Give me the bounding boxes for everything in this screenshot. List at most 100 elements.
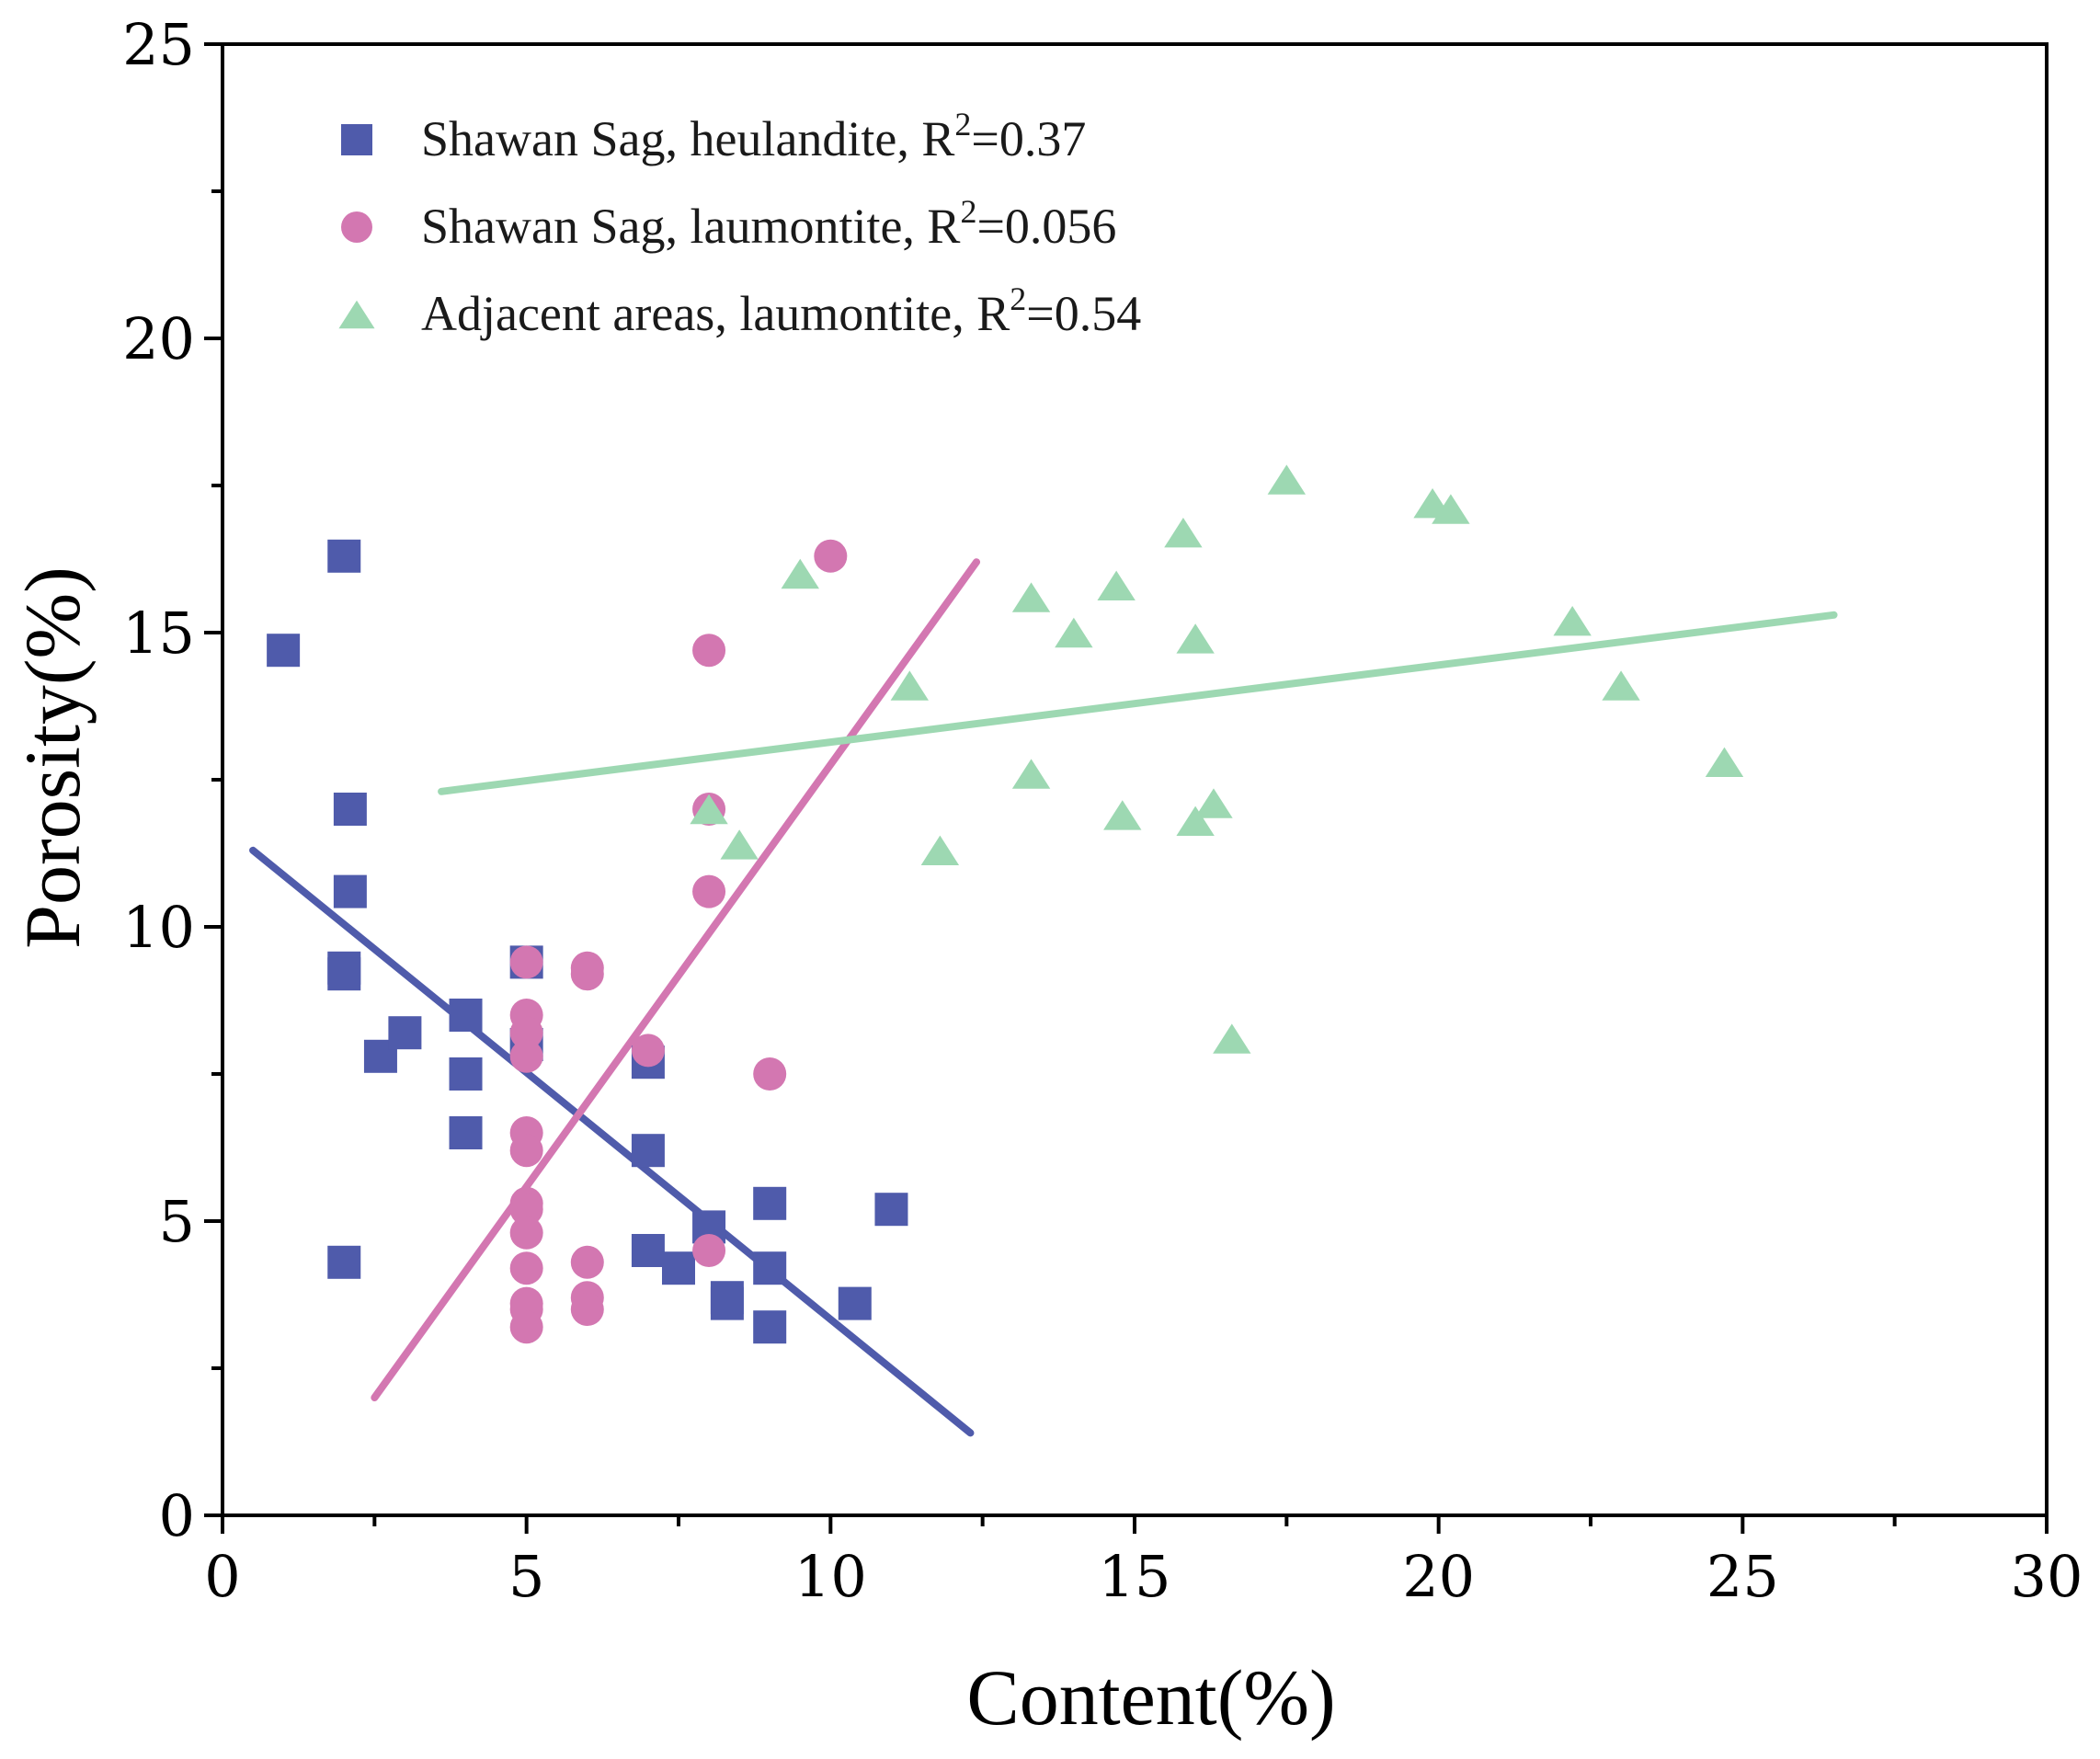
data-point-square [631,1234,665,1267]
x-tick-label: 25 [1706,1543,1779,1610]
y-tick-label: 5 [159,1188,195,1255]
data-point-triangle [1432,494,1470,524]
x-tick-label: 20 [1402,1543,1475,1610]
data-point-square [753,1186,787,1220]
trendline [249,846,975,1437]
data-point-circle [570,1245,604,1279]
legend-marker [341,211,372,243]
plot-frame [221,42,2049,1517]
data-point-circle [509,1039,543,1073]
y-tick-label: 10 [122,894,195,961]
legend-series-name: Shawan Sag [421,199,665,254]
legend-superscript: 2 [954,106,971,143]
data-point-circle [570,1293,604,1326]
data-point-square [753,1310,787,1344]
legend-label: Adjacent areas, laumontite, R2=0.54 [421,280,1141,341]
legend-marker [341,124,372,155]
legend-mineral: , heulandite, R [665,111,954,166]
y-axis-title: Porosity(%) [8,566,97,949]
data-point-circle [509,1251,543,1285]
data-point-circle [509,945,543,979]
data-point-square [267,634,301,668]
legend-superscript: 2 [1010,280,1026,317]
data-point-triangle [781,558,819,589]
data-point-square [874,1193,908,1227]
data-point-square [327,957,361,991]
data-point-circle [692,874,726,908]
data-point-square [449,1116,483,1149]
data-point-circle [509,1216,543,1250]
axis-ticks [204,42,2049,1534]
legend-mineral: , laumontite, R [714,286,1010,341]
data-point-triangle [1705,747,1744,777]
y-tick-label: 15 [122,600,195,667]
data-point-triangle [1103,800,1142,830]
legend-marker [338,300,375,329]
y-tick-label: 25 [122,11,195,78]
data-point-circle [631,1034,665,1068]
x-axis-title: Content(%) [966,1653,1335,1742]
data-point-circle [509,1134,543,1168]
data-point-square [662,1251,695,1285]
x-tick-label: 10 [794,1543,867,1610]
data-point-triangle [1011,759,1051,789]
data-point-triangle [1194,788,1233,818]
data-point-square [631,1134,665,1168]
data-point-triangle [1055,617,1093,648]
data-point-square [753,1251,787,1285]
axis-tick-labels: 0 5 10 15 20 25 30 0 5 10 15 20 25 [122,11,2083,1610]
data-point-circle [509,1016,543,1050]
data-point-circle [509,1193,543,1227]
data-point-square [327,1245,361,1279]
legend-r2-value: =0.056 [976,199,1116,254]
data-point-circle [509,1310,543,1344]
y-tick-label: 20 [122,305,195,372]
data-point-square [710,1286,744,1320]
legend-label: Shawan Sag, laumontite, R2=0.056 [421,193,1116,254]
data-point-triangle [890,670,930,701]
x-tick-label: 0 [204,1543,240,1610]
data-point-circle [692,634,726,668]
data-point-triangle [1176,623,1215,654]
legend-superscript: 2 [960,193,976,230]
data-point-square [333,793,367,826]
data-point-circle [570,957,604,991]
data-point-square [388,1016,422,1050]
legend-r2-value: =0.37 [971,111,1086,166]
data-point-triangle [720,829,759,860]
data-point-triangle [1097,570,1136,600]
data-point-triangle [1602,670,1640,701]
data-point-square [333,874,367,908]
data-point-triangle [920,835,960,865]
data-point-triangle [1164,518,1203,548]
x-tick-label: 5 [508,1543,544,1610]
data-point-triangle [1011,582,1051,612]
trendline [438,611,1838,795]
data-point-triangle [1176,805,1215,836]
x-tick-label: 30 [2011,1543,2083,1610]
legend-mineral: , laumontite, R [665,199,960,254]
data-points [267,464,1744,1344]
data-point-triangle [1267,464,1307,495]
data-point-circle [814,539,848,573]
y-tick-label: 0 [159,1482,195,1549]
data-point-circle [753,1057,787,1091]
plot-border [221,42,2049,1517]
legend-label: Shawan Sag, heulandite, R2=0.37 [421,106,1086,166]
legend-series-name: Shawan Sag [421,111,665,166]
data-point-triangle [1213,1023,1251,1054]
legend-series-name: Adjacent areas [421,286,714,341]
data-point-square [449,1057,483,1091]
legend-r2-value: =0.54 [1026,286,1141,341]
data-point-square [327,539,361,573]
trendlines [249,558,1838,1437]
data-point-square [838,1286,872,1320]
data-point-square [449,999,483,1032]
trendline [371,558,981,1401]
data-point-circle [692,1234,726,1267]
data-point-triangle [1553,606,1592,636]
x-tick-label: 15 [1099,1543,1171,1610]
data-point-triangle [690,794,728,825]
